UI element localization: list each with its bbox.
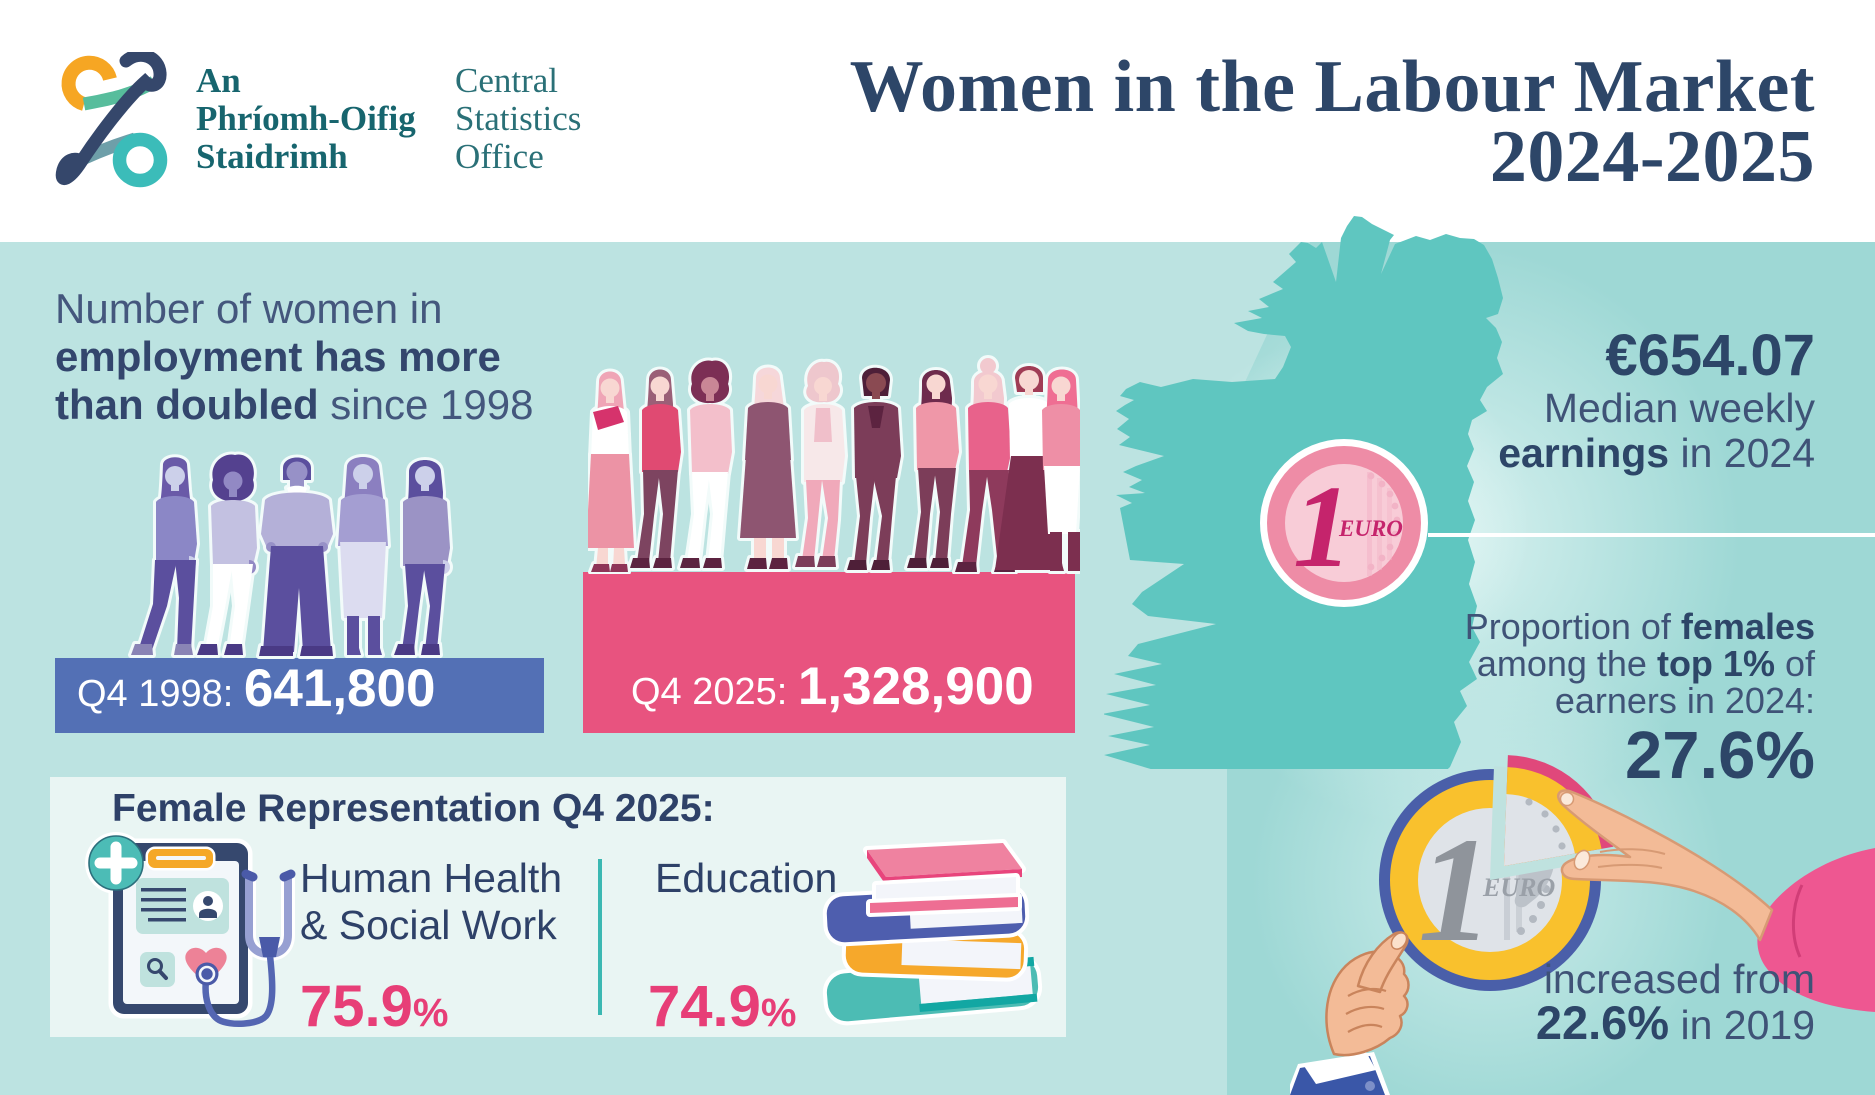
svg-text:1: 1 xyxy=(1293,461,1352,592)
svg-text:EURO: EURO xyxy=(1338,516,1403,541)
svg-text:1: 1 xyxy=(1418,807,1493,973)
